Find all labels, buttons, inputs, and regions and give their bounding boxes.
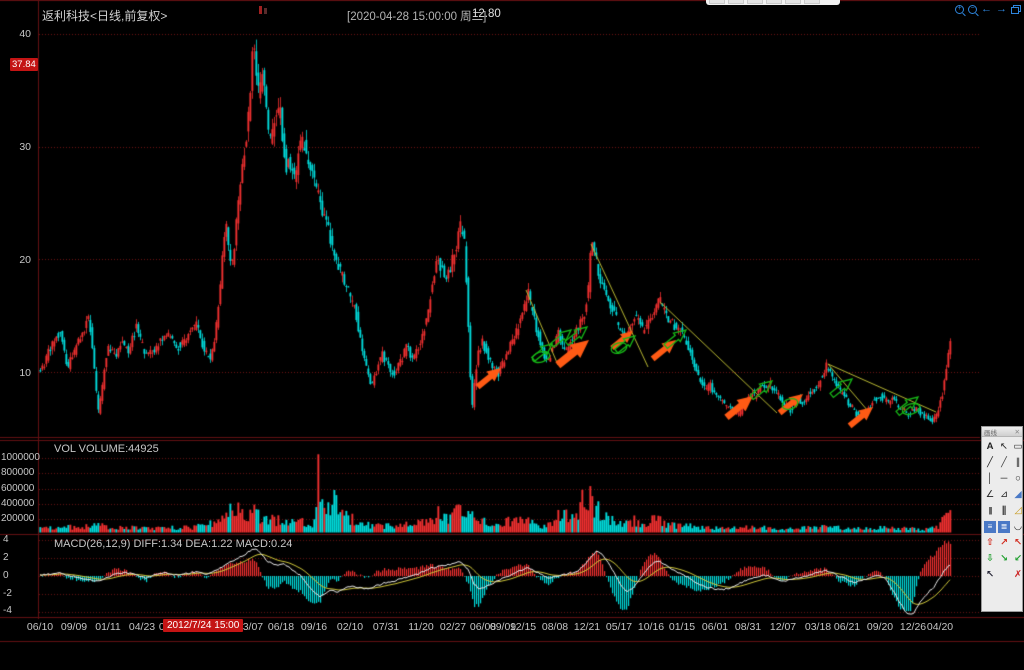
x-axis-label: 08/08 <box>541 621 569 633</box>
x-axis-label: 04/20 <box>926 621 954 633</box>
x-axis-label: 08/31 <box>734 621 762 633</box>
x-axis-label: 03/18 <box>804 621 832 633</box>
volume-tick: 400000 <box>1 498 35 509</box>
arrow-nw-red-tool[interactable]: ↖ <box>1014 537 1022 548</box>
drawing-tools-palette[interactable]: 画线 ✕ A ↖ ▭ ╱ ╱ ∥ │ ─ ○ ∠ ⊿ ◢ ||| ∥ ◿ ≡ ≣ ◡ ⇧ ↗ ↖ ⇩ ↘ ↙ ↖ ✗ <box>981 426 1023 612</box>
chart-style-icon[interactable] <box>257 5 269 16</box>
toolbar-button-stub[interactable] <box>766 0 782 4</box>
arrow-ne-red-tool[interactable]: ↗ <box>1000 537 1008 548</box>
price-tick: 10 <box>19 367 31 379</box>
x-axis-label: 09/09 <box>489 621 517 633</box>
price-tick: 40 <box>19 28 31 40</box>
x-axis-label: 07/31 <box>372 621 400 633</box>
text-tool[interactable]: A <box>986 441 994 452</box>
toolbar-button-stub[interactable] <box>804 0 820 4</box>
x-axis-label: 04/23 <box>128 621 156 633</box>
last-price: 12.80 <box>472 8 501 20</box>
toolbar-button-stub[interactable] <box>785 0 801 4</box>
volume-tick: 1000000 <box>1 452 40 463</box>
blank <box>998 569 1010 581</box>
arrow-down-green-tool[interactable]: ⇩ <box>986 553 994 564</box>
ellipse-tool[interactable]: ○ <box>1015 473 1021 484</box>
price-tick: 30 <box>19 141 31 153</box>
x-axis-label: 06/18 <box>267 621 295 633</box>
trend-angle-tool[interactable]: ⊿ <box>1000 489 1008 500</box>
crosshair-datetime: [2020-04-28 15:00:00 周二] <box>347 11 487 23</box>
x-axis-label: 06/08 <box>469 621 497 633</box>
fib-retracement-tool[interactable]: ≡ <box>984 521 996 533</box>
delete-tool[interactable]: ✗ <box>1014 569 1022 580</box>
arrow-line-tool[interactable]: ↖ <box>1000 441 1008 452</box>
x-axis-label: 06/21 <box>833 621 861 633</box>
x-axis-label: 09/20 <box>866 621 894 633</box>
macd-tick: 0 <box>3 570 9 581</box>
forward-arrow-icon[interactable]: → <box>996 3 1007 15</box>
toolbar-button-stub[interactable] <box>709 0 725 4</box>
x-axis-label: 02/27 <box>439 621 467 633</box>
x-axis-label: 06/01 <box>701 621 729 633</box>
palette-titlebar[interactable]: 画线 ✕ <box>982 427 1022 437</box>
angle-tool[interactable]: ∠ <box>985 489 995 500</box>
volume-tick: 200000 <box>1 513 35 524</box>
chart-window-controls: + − ← → <box>955 3 1021 15</box>
arrow-sw-green-tool[interactable]: ↙ <box>1014 553 1022 564</box>
x-axis-label: 12/15 <box>509 621 537 633</box>
volume-tick: 600000 <box>1 483 35 494</box>
gann-angle-tool[interactable]: ◿ <box>1014 505 1022 516</box>
pointer-tool[interactable]: ↖ <box>986 569 994 580</box>
x-axis-label: 03/07 <box>236 621 264 633</box>
x-axis-label: 12/21 <box>573 621 601 633</box>
vertical-line-tool[interactable]: │ <box>987 473 993 484</box>
price-chart-canvas[interactable] <box>0 0 1024 650</box>
parallel-lines-tool[interactable]: ∥ <box>1015 457 1021 468</box>
collapsed-toolbar[interactable] <box>706 0 840 5</box>
arrow-up-red-tool[interactable]: ⇧ <box>986 537 994 548</box>
toolbar-button-stub[interactable] <box>747 0 763 4</box>
x-axis-label: 12/26 <box>899 621 927 633</box>
macd-tick: -2 <box>3 588 12 599</box>
back-arrow-icon[interactable]: ← <box>981 3 992 15</box>
symbol-title: 返利科技<日线,前复权> <box>42 9 168 23</box>
x-axis-label: 05/17 <box>605 621 633 633</box>
x-axis-label: 10/16 <box>637 621 665 633</box>
palette-title: 画线 <box>984 429 997 437</box>
ray-tool[interactable]: ╱ <box>1001 457 1007 468</box>
volume-indicator-label[interactable]: VOL VOLUME:44925 <box>54 443 159 455</box>
close-icon[interactable]: ✕ <box>1014 428 1020 436</box>
x-axis-label: 09/16 <box>300 621 328 633</box>
restore-window-icon[interactable] <box>1011 4 1021 14</box>
horizontal-line-tool[interactable]: ─ <box>1000 473 1008 484</box>
macd-tick: 2 <box>3 552 9 563</box>
x-axis-label: 01/15 <box>668 621 696 633</box>
toolbar-button-stub[interactable] <box>728 0 744 4</box>
arrow-se-green-tool[interactable]: ↘ <box>1000 553 1008 564</box>
x-axis-label: 01/11 <box>95 621 121 633</box>
zoom-in-icon[interactable]: + <box>955 4 964 14</box>
fib-extension-tool[interactable]: ≣ <box>998 521 1010 533</box>
zoom-out-icon[interactable]: − <box>968 4 977 14</box>
rectangle-tool[interactable]: ▭ <box>1013 441 1023 452</box>
wedge-tool[interactable]: ◢ <box>1014 489 1022 500</box>
x-axis-label: 09/09 <box>60 621 88 633</box>
macd-indicator-label[interactable]: MACD(26,12,9) DIFF:1.34 DEA:1.22 MACD:0.… <box>54 538 293 550</box>
macd-tick: 4 <box>3 534 9 545</box>
price-marker-badge: 37.84 <box>10 58 38 71</box>
x-axis-label: 02/10 <box>336 621 364 633</box>
crosshair-date-badge: 2012/7/24 15:00 <box>163 619 244 632</box>
fib-time-tool[interactable]: ||| <box>988 506 992 515</box>
segment-tool[interactable]: ╱ <box>987 457 993 468</box>
x-axis-label: 06/10 <box>26 621 54 633</box>
cycle-lines-tool[interactable]: ∥ <box>1001 505 1007 516</box>
volume-tick: 800000 <box>1 467 35 478</box>
price-tick: 20 <box>19 254 31 266</box>
macd-tick: -4 <box>3 605 12 616</box>
arc-tool[interactable]: ◡ <box>1013 521 1023 532</box>
x-axis-label: 11/20 <box>408 621 434 633</box>
x-axis-label: 12/07 <box>769 621 797 633</box>
